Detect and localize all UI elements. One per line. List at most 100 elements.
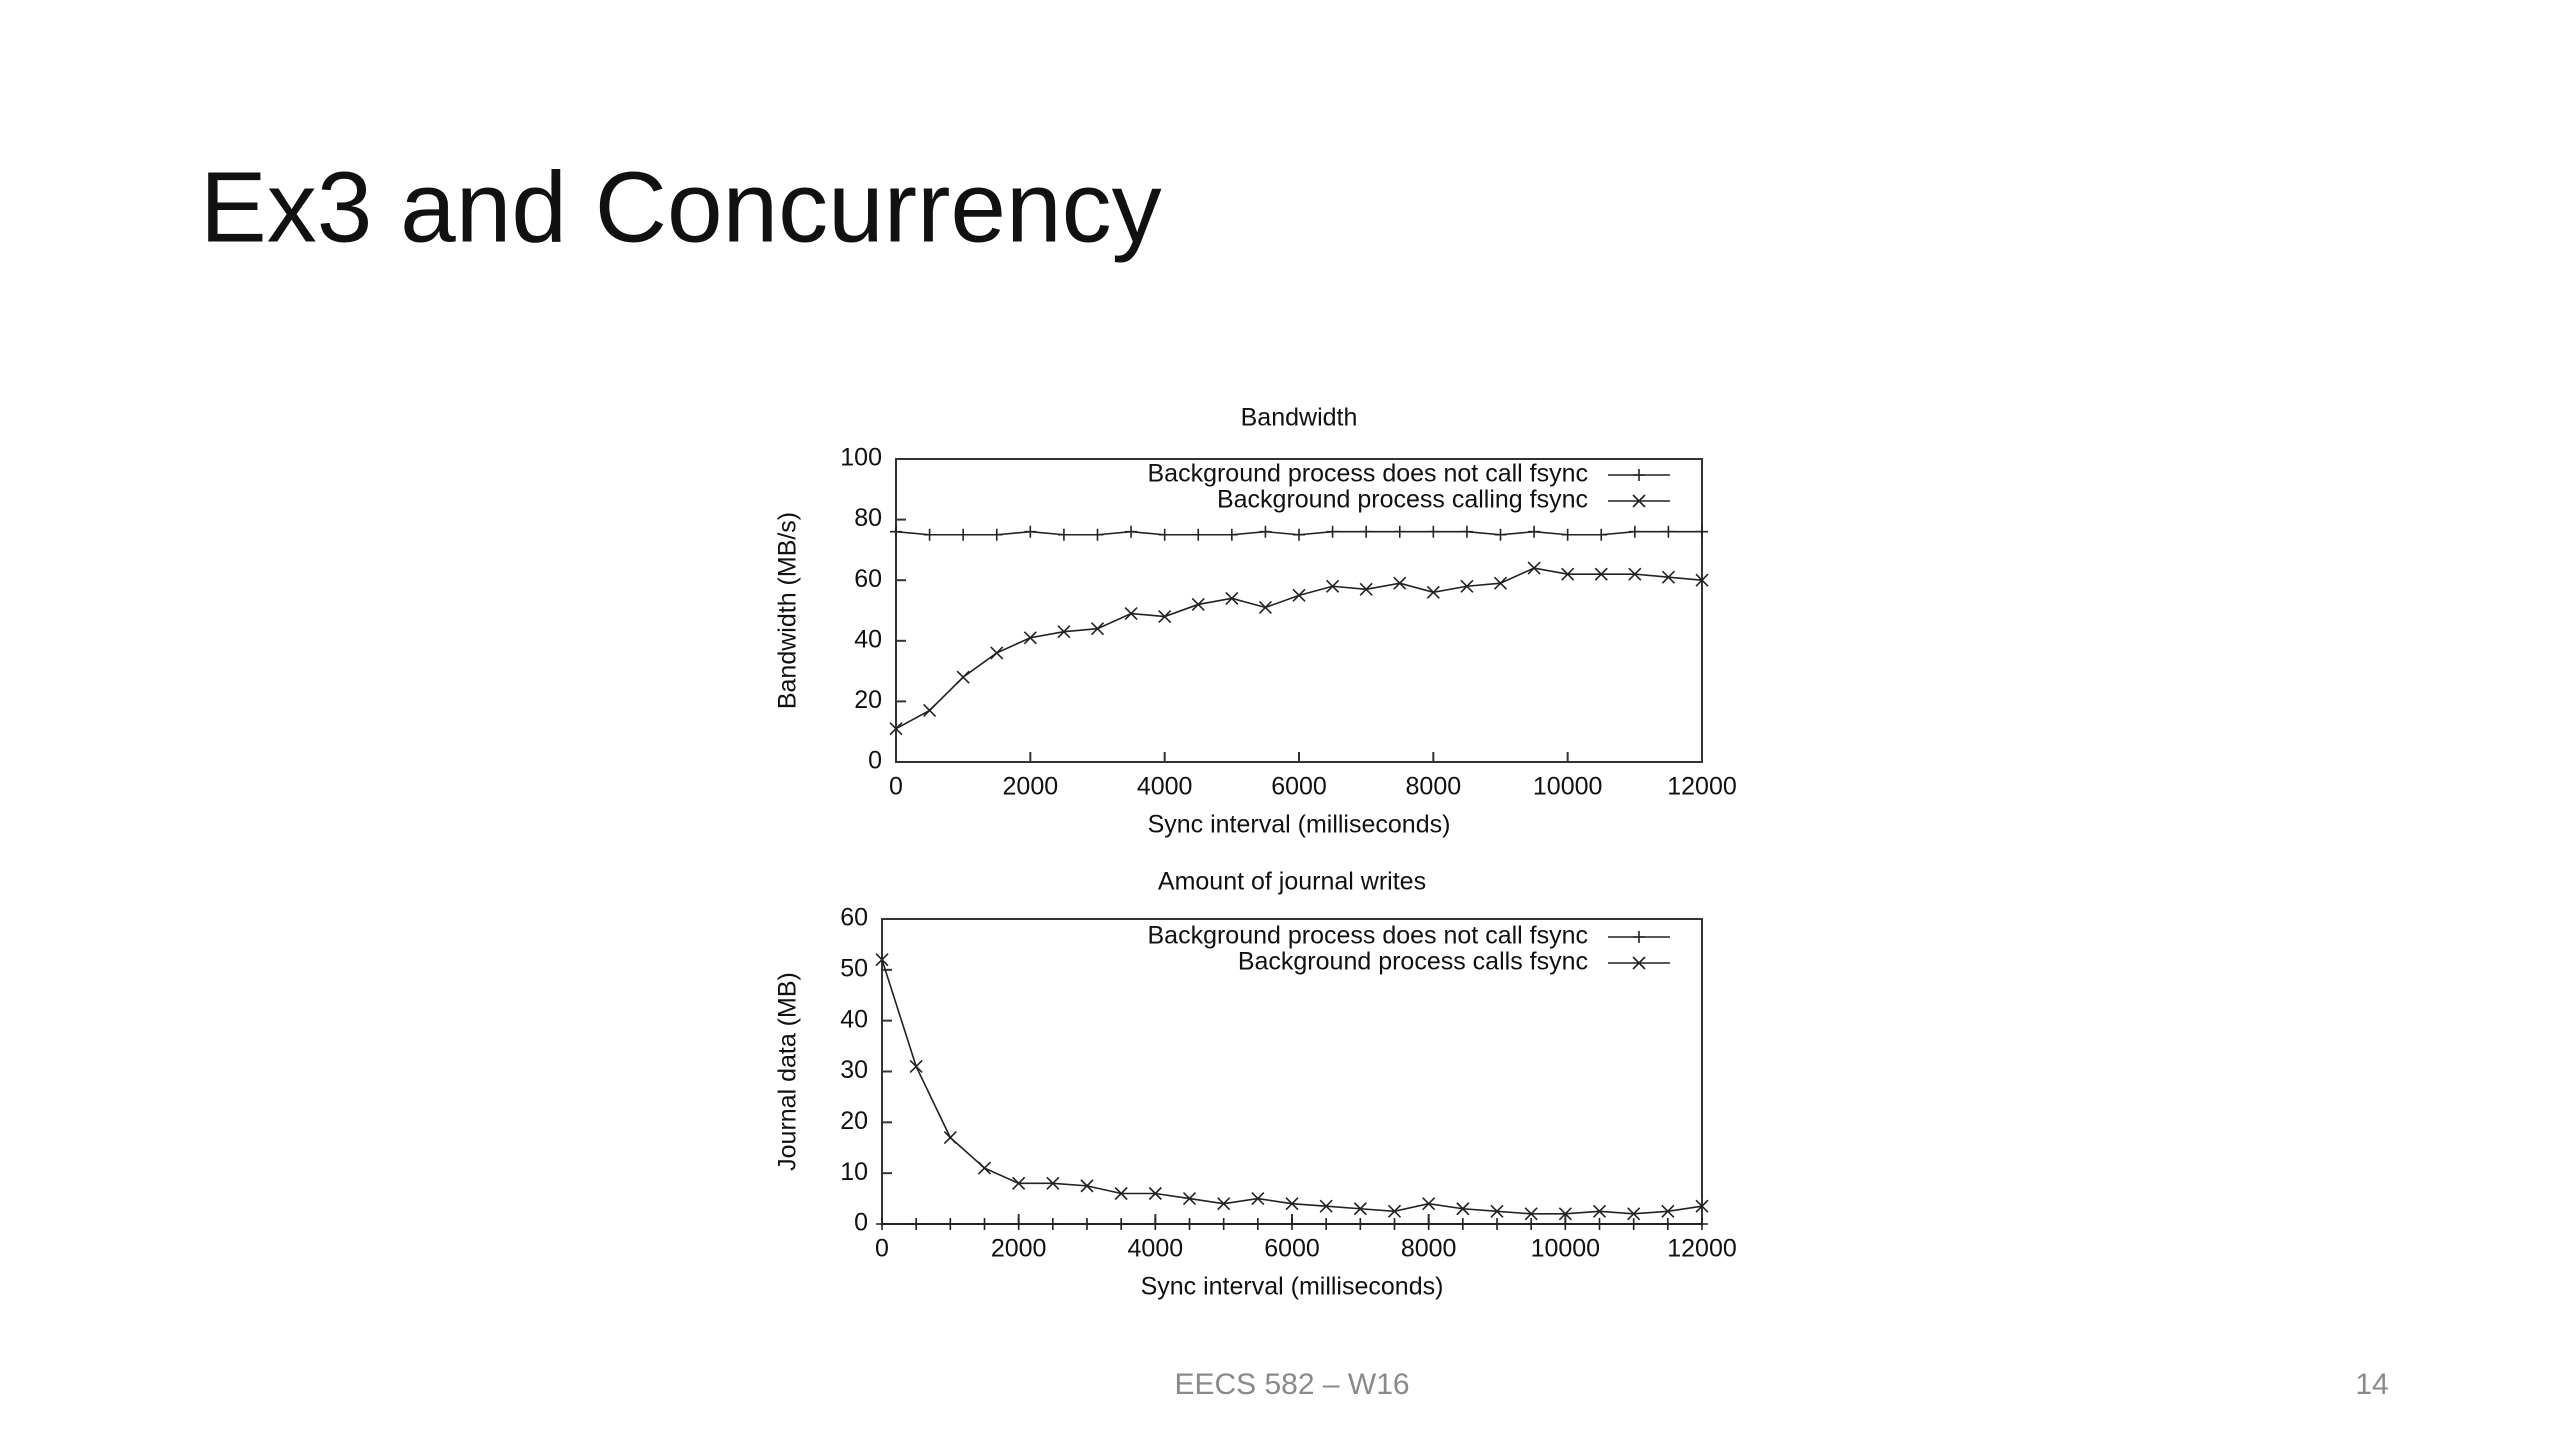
data-point (1023, 631, 1037, 645)
x-axis-label: Sync interval (milliseconds) (1141, 1273, 1444, 1301)
legend-marker (1632, 494, 1646, 508)
data-point (1024, 525, 1037, 538)
data-point (1158, 528, 1171, 541)
data-point (957, 528, 970, 541)
x-tick-label: 6000 (1271, 773, 1327, 801)
data-point (1326, 525, 1339, 538)
data-point (1593, 1218, 1606, 1230)
data-point (1662, 525, 1675, 538)
y-tick-label: 10 (840, 1158, 868, 1186)
legend-marker (1633, 931, 1645, 943)
data-point (1661, 570, 1675, 584)
x-tick-label: 4000 (1128, 1235, 1184, 1263)
data-point (1217, 1197, 1231, 1211)
data-point (1696, 1218, 1708, 1230)
data-point (1422, 1197, 1436, 1211)
x-tick-label: 8000 (1401, 1235, 1457, 1263)
data-point (1114, 1186, 1128, 1201)
data-point (1527, 561, 1541, 575)
legend-label: Background process calls fsync (1238, 948, 1588, 976)
data-point (1561, 567, 1575, 581)
data-point (1125, 525, 1138, 538)
data-point (1225, 591, 1239, 605)
data-point (1191, 597, 1205, 612)
data-point (1594, 567, 1608, 581)
y-tick-label: 0 (854, 1209, 868, 1237)
data-point (1148, 1186, 1162, 1201)
data-point (1627, 1207, 1641, 1221)
x-tick-label: 2000 (1003, 773, 1059, 801)
x-tick-label: 10000 (1531, 1235, 1601, 1263)
legend-label: Background process does not call fsync (1147, 460, 1588, 488)
data-point (1387, 1204, 1402, 1218)
data-point (1628, 525, 1641, 538)
data-point (1192, 528, 1205, 541)
data-point (978, 1218, 991, 1230)
x-tick-label: 10000 (1533, 773, 1603, 801)
data-point (1080, 1179, 1094, 1193)
data-point (990, 646, 1004, 660)
data-point (1320, 1218, 1333, 1230)
data-point (1081, 1218, 1093, 1230)
data-point (1427, 525, 1440, 538)
x-tick-label: 0 (875, 1235, 889, 1263)
data-point (1525, 1218, 1538, 1230)
y-tick-label: 20 (840, 1107, 868, 1135)
data-point (1456, 1202, 1470, 1216)
x-axis-label: Sync interval (milliseconds) (1148, 811, 1451, 839)
x-tick-label: 8000 (1406, 773, 1462, 801)
data-point (1012, 1218, 1025, 1230)
data-point (875, 953, 889, 967)
data-point (943, 1131, 957, 1145)
data-point (1528, 525, 1541, 538)
chart: Bandwidth Sync interval (milliseconds) Ban… (774, 404, 1737, 839)
data-point (1491, 1218, 1503, 1230)
data-point (910, 1218, 923, 1230)
chart-title: Amount of journal writes (1158, 868, 1426, 896)
data-point (1388, 1218, 1401, 1230)
data-point (1422, 1218, 1435, 1230)
y-tick-label: 60 (840, 904, 868, 932)
data-point (1426, 585, 1440, 599)
data-point (1460, 525, 1473, 538)
y-tick-label: 60 (854, 565, 882, 593)
x-tick-label: 12000 (1667, 1235, 1737, 1263)
data-point (1561, 528, 1574, 541)
data-point (1091, 528, 1104, 541)
data-point (1115, 1218, 1128, 1230)
data-point (1292, 588, 1306, 602)
data-point (1460, 579, 1474, 593)
chart-title: Bandwidth (1241, 404, 1358, 432)
data-point (1012, 1176, 1026, 1190)
x-tick-label: 4000 (1137, 773, 1193, 801)
x-tick-label: 12000 (1667, 773, 1737, 801)
data-point (1090, 622, 1105, 636)
data-point (1661, 1204, 1675, 1218)
x-tick-label: 2000 (991, 1235, 1047, 1263)
data-point (1124, 606, 1138, 621)
data-point (1695, 573, 1709, 587)
y-tick-label: 0 (868, 747, 882, 775)
data-point (1251, 1218, 1264, 1230)
data-point (1360, 525, 1373, 538)
legend-marker (1632, 956, 1646, 970)
data-point (1217, 1218, 1230, 1230)
data-point (890, 525, 902, 538)
y-tick-label: 50 (840, 954, 868, 982)
data-point (1046, 1218, 1059, 1230)
data-point (1225, 528, 1238, 541)
data-point (1559, 1218, 1572, 1230)
slide-title: Ex3 and Concurrency (200, 151, 1162, 263)
footer-text: EECS 582 – W16 (1174, 1368, 1409, 1401)
data-point (1354, 1218, 1367, 1230)
data-point (1149, 1218, 1162, 1230)
data-point (1393, 576, 1407, 590)
data-point (977, 1161, 992, 1175)
data-point (1558, 1207, 1572, 1221)
data-point (1592, 1204, 1607, 1218)
data-point (1258, 600, 1272, 615)
page-number: 14 (2355, 1368, 2388, 1401)
data-point (990, 528, 1003, 541)
data-point (1493, 576, 1508, 590)
